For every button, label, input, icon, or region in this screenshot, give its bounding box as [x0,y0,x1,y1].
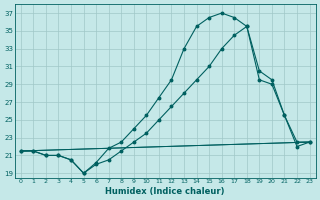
X-axis label: Humidex (Indice chaleur): Humidex (Indice chaleur) [106,187,225,196]
